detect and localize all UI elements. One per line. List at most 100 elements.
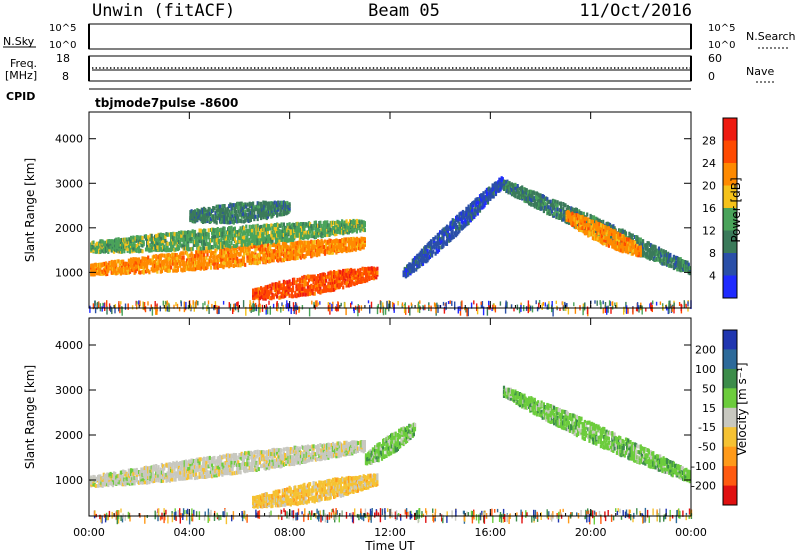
echo-cell — [627, 250, 630, 255]
clutter-cell — [313, 303, 315, 309]
echo-cell — [159, 265, 162, 270]
echo-cell — [646, 243, 649, 248]
echo-cell — [538, 193, 541, 198]
clutter-cell — [382, 302, 384, 307]
echo-cell — [581, 228, 584, 233]
echo-cell — [261, 250, 264, 255]
echo-cell — [168, 262, 171, 267]
echo-cell — [227, 236, 230, 241]
echo-cell — [111, 270, 114, 275]
echo-cell — [127, 258, 130, 263]
echo-cell — [453, 231, 456, 236]
echo-cell — [257, 208, 260, 212]
clutter-cell — [574, 306, 577, 314]
echo-cell — [216, 265, 219, 270]
echo-cell — [102, 271, 105, 276]
echo-cell — [578, 214, 581, 219]
echo-cell — [209, 261, 213, 266]
echo-cell — [457, 219, 460, 224]
echo-cell — [229, 212, 232, 217]
echo-cell — [311, 284, 314, 289]
echo-cell — [229, 233, 232, 238]
clutter-cell — [175, 302, 177, 307]
clutter-cell — [567, 307, 570, 315]
echo-cell — [328, 246, 331, 251]
echo-cell — [237, 216, 240, 221]
echo-cell — [342, 223, 345, 227]
echo-cell — [229, 202, 232, 207]
echo-cell — [450, 231, 453, 235]
echo-cell — [421, 261, 425, 266]
echo-cell — [598, 222, 601, 227]
echo-cell — [278, 239, 281, 244]
echo-cell — [341, 281, 344, 286]
echo-cell — [311, 245, 314, 250]
echo-cell — [629, 239, 632, 244]
echo-cell — [336, 227, 339, 232]
echo-cell — [213, 230, 216, 235]
echo-cell — [594, 230, 597, 235]
clutter-cell — [457, 306, 459, 314]
echo-cell — [269, 226, 272, 231]
echo-cell — [242, 255, 246, 260]
echo-cell — [589, 213, 592, 218]
echo-cell — [234, 263, 238, 268]
echo-cell — [266, 242, 270, 247]
echo-cell — [185, 231, 189, 235]
echo-cell — [280, 291, 283, 296]
echo-cell — [639, 253, 642, 258]
echo-cell — [319, 286, 322, 291]
echo-cell — [467, 204, 470, 209]
echo-cell — [253, 227, 256, 232]
echo-cell — [330, 276, 333, 281]
clutter-cell — [370, 301, 373, 308]
echo-cell — [187, 247, 190, 252]
echo-cell — [277, 290, 280, 295]
echo-cell — [436, 249, 439, 254]
echo-cell — [604, 236, 607, 240]
echo-cell — [168, 259, 171, 264]
echo-cell — [663, 250, 666, 255]
echo-cell — [203, 246, 206, 251]
clutter-cell — [382, 306, 385, 316]
echo-cell — [513, 190, 516, 195]
echo-cell — [345, 222, 348, 227]
echo-cell — [496, 184, 499, 189]
echo-cell — [543, 197, 547, 202]
echo-cell — [526, 195, 529, 200]
echo-cell — [253, 238, 256, 243]
echo-cell — [183, 246, 186, 251]
echo-cell — [588, 221, 591, 226]
clutter-cell — [608, 300, 611, 306]
echo-cell — [492, 194, 495, 199]
echo-cell — [456, 231, 459, 236]
echo-cell — [362, 277, 365, 282]
echo-cell — [197, 253, 200, 258]
echo-cell — [359, 274, 362, 279]
echo-cell — [191, 229, 194, 234]
echo-cell — [146, 265, 149, 269]
echo-cell — [566, 209, 569, 214]
echo-cell — [509, 190, 512, 195]
echo-cell — [155, 239, 158, 244]
echo-cell — [425, 249, 428, 254]
clutter-cell — [187, 305, 190, 310]
echo-cell — [257, 291, 260, 296]
echo-cell — [635, 235, 638, 239]
echo-cell — [615, 247, 618, 252]
echo-cell — [220, 233, 223, 238]
echo-cell — [286, 291, 289, 296]
echo-cell — [257, 296, 260, 301]
echo-cell — [450, 226, 453, 231]
echo-cell — [266, 289, 270, 294]
echo-cell — [573, 222, 576, 227]
clutter-cell — [491, 307, 493, 312]
echo-cell — [642, 248, 645, 253]
echo-cell — [654, 252, 657, 257]
echo-cell — [131, 268, 134, 273]
echo-cell — [602, 237, 605, 242]
echo-cell — [175, 268, 178, 273]
echo-cell — [280, 200, 283, 205]
echo-cell — [595, 226, 598, 231]
